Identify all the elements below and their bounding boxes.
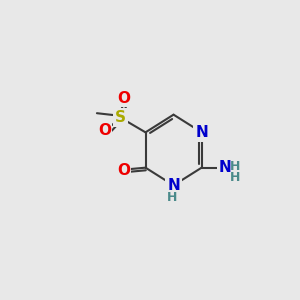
Text: O: O (98, 123, 111, 138)
Text: H: H (230, 160, 241, 173)
Text: S: S (115, 110, 126, 125)
Text: H: H (167, 190, 177, 204)
Text: O: O (117, 91, 130, 106)
Text: O: O (117, 163, 130, 178)
Text: N: N (219, 160, 232, 175)
Text: N: N (195, 125, 208, 140)
Text: N: N (167, 178, 180, 193)
Text: H: H (230, 172, 241, 184)
